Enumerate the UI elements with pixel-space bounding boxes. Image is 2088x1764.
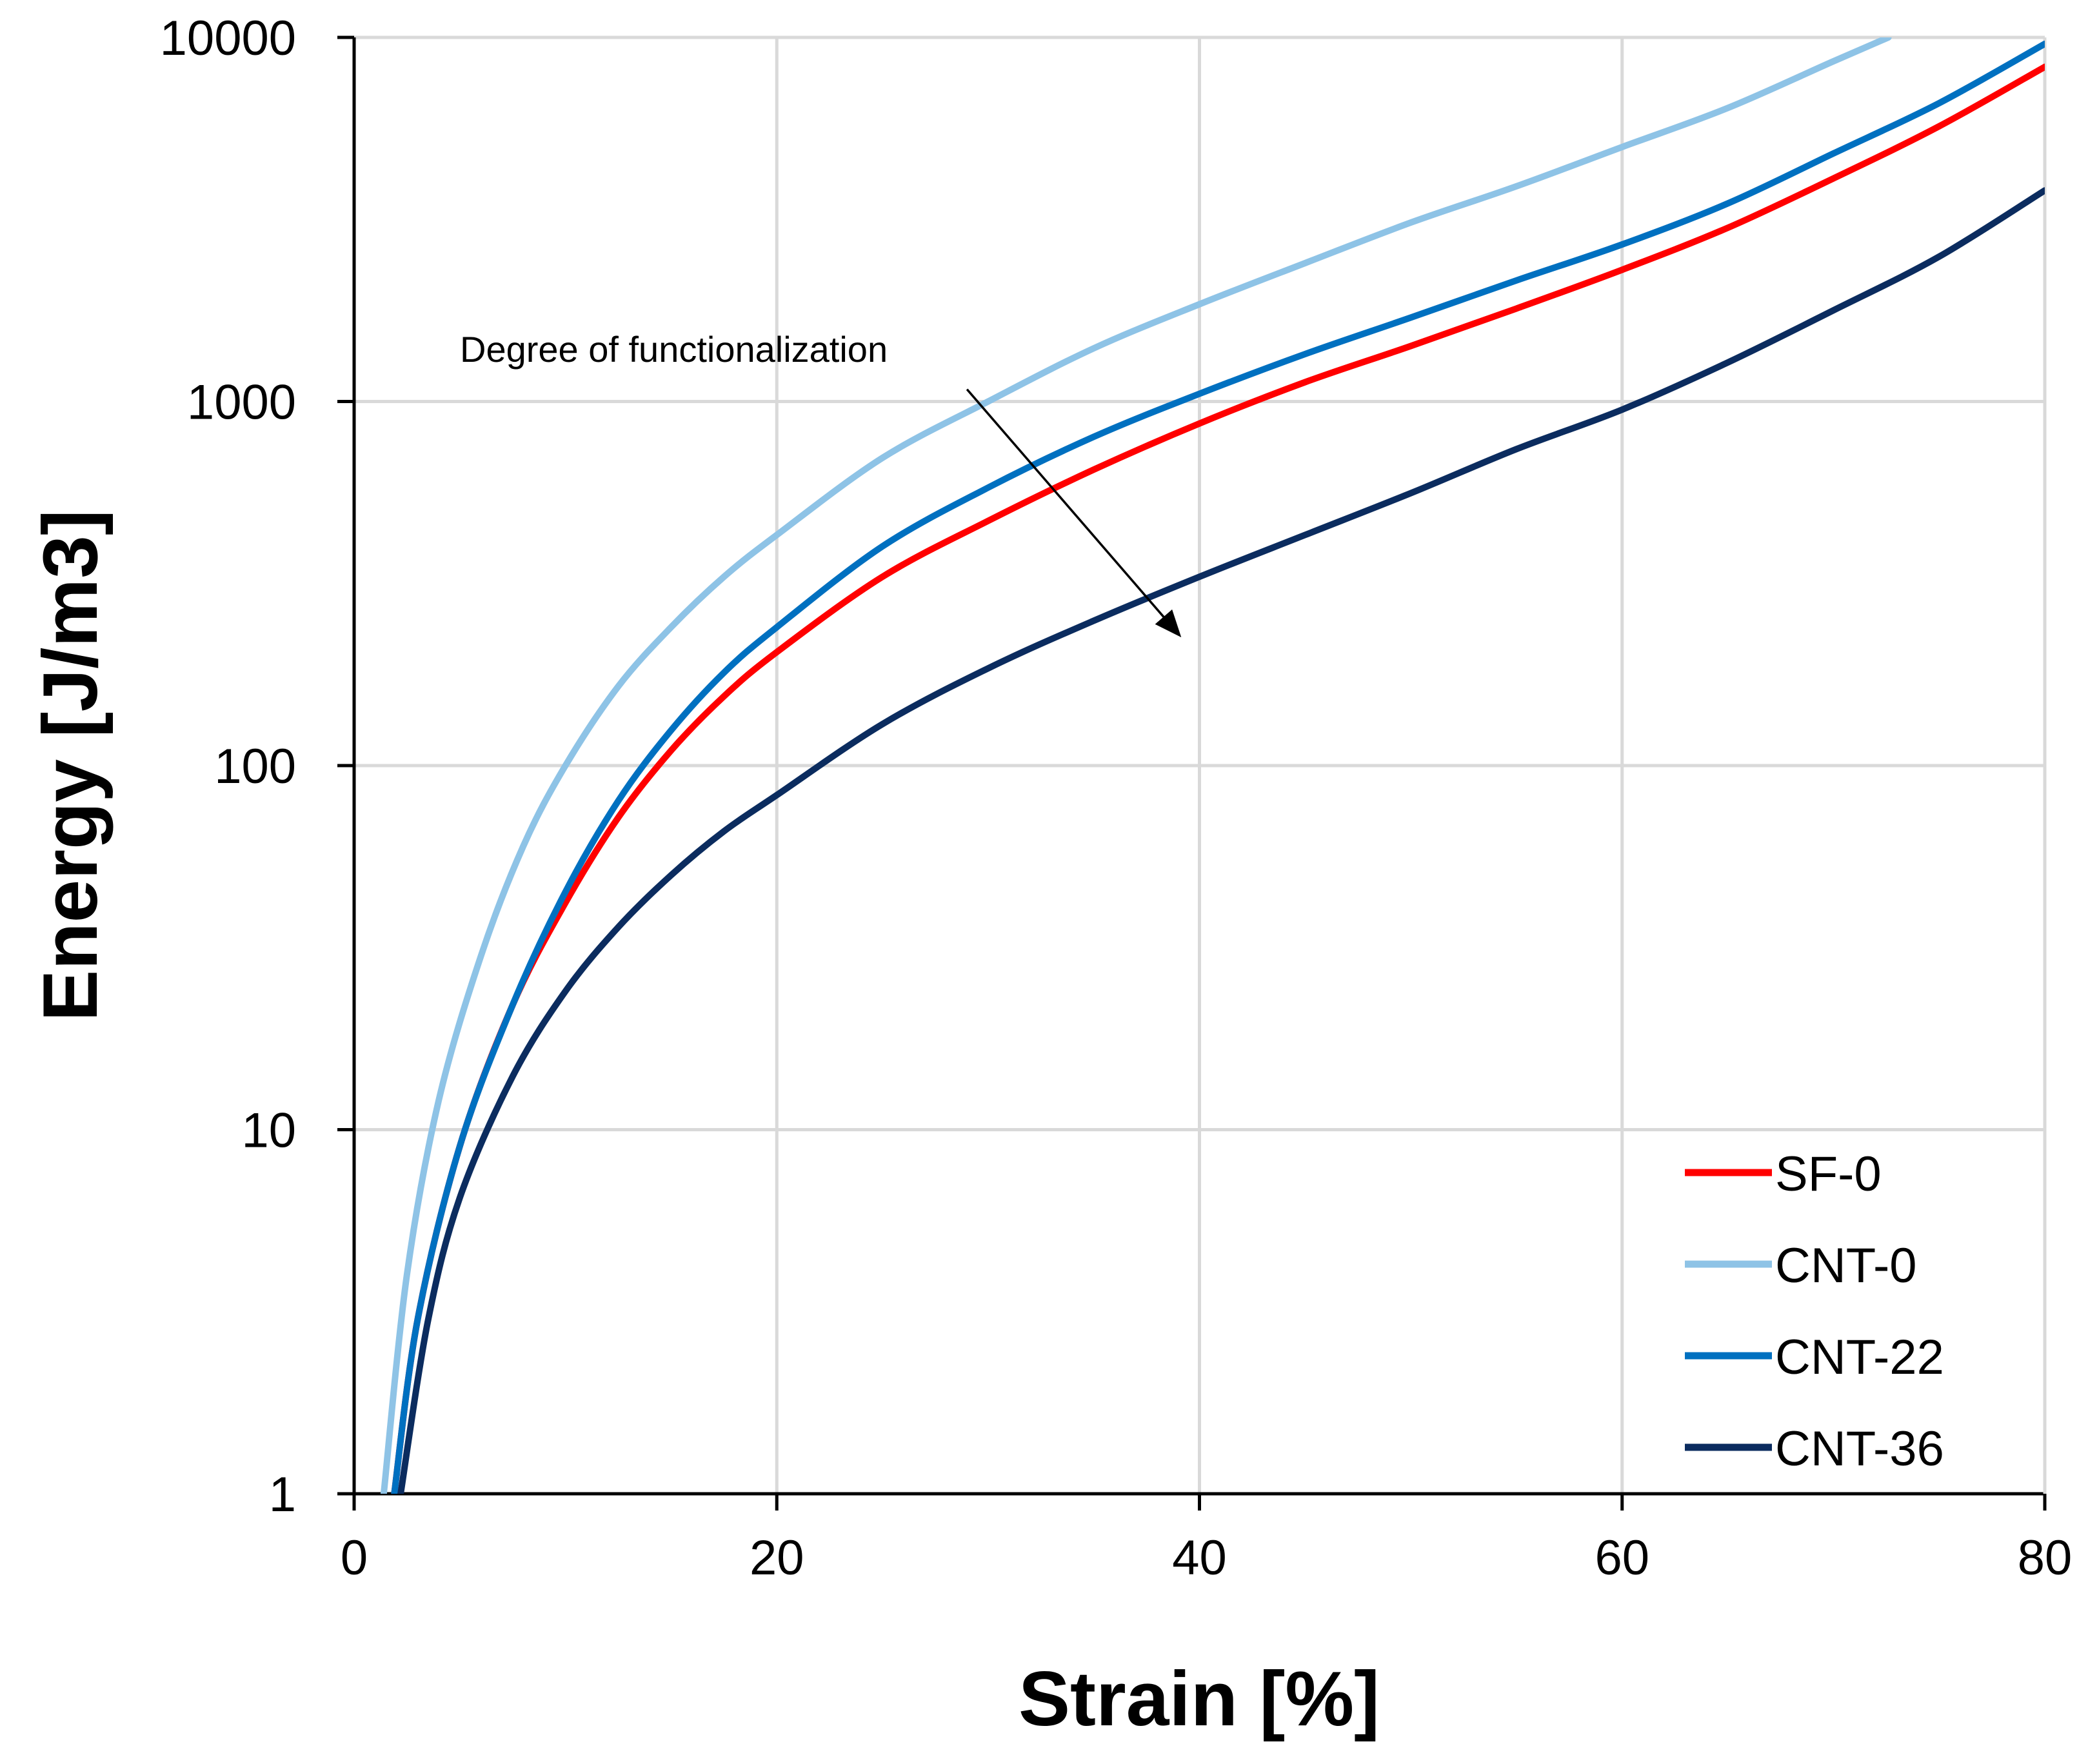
series-line-cnt-22 (391, 41, 2045, 1494)
x-tick-label: 60 (1595, 1531, 1649, 1585)
y-tick-label: 10000 (160, 11, 296, 66)
y-tick-label: 100 (214, 739, 296, 794)
x-tick-label: 0 (341, 1531, 368, 1585)
y-tick-label: 10 (241, 1104, 296, 1158)
x-tick-label: 40 (1172, 1531, 1227, 1585)
x-tick-label: 80 (2018, 1531, 2073, 1585)
data-series (380, 37, 2045, 1494)
x-tick-label: 20 (750, 1531, 804, 1585)
legend-label: CNT-0 (1775, 1238, 1917, 1293)
annotation: Degree of functionalization (460, 329, 1182, 638)
annotation-label: Degree of functionalization (460, 329, 888, 370)
legend-label: SF-0 (1775, 1147, 1882, 1202)
tick-labels: 0 20 40 60 80 1 10 100 1000 10000 (160, 11, 2073, 1585)
annotation-arrow (966, 388, 1182, 638)
legend-label: CNT-36 (1775, 1422, 1944, 1476)
series-line-cnt-36 (397, 187, 2045, 1494)
x-axis-title: Strain [%] (1019, 1656, 1380, 1742)
series-line-cnt-0 (380, 37, 1892, 1494)
legend: SF-0 CNT-0 CNT-22 CNT-36 (1685, 1147, 1944, 1476)
y-tick-label: 1 (269, 1467, 296, 1522)
y-tick-label: 1000 (187, 375, 296, 430)
y-axis-title: Energy [J/m3] (27, 510, 114, 1022)
legend-label: CNT-22 (1775, 1330, 1944, 1385)
